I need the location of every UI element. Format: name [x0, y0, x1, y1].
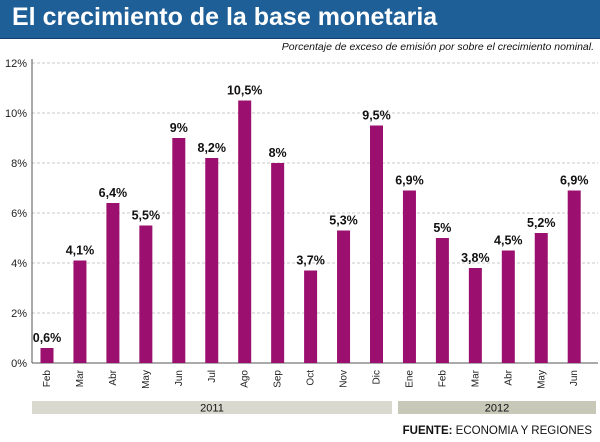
data-label: 9,5% [362, 109, 391, 123]
y-tick-label: 0% [11, 358, 27, 370]
x-tick-label: May [141, 370, 152, 389]
chart-title: El crecimiento de la base monetaria [12, 3, 438, 31]
year-label: 2012 [485, 403, 509, 415]
x-tick-label: Dic [372, 370, 383, 384]
x-tick-label: Ago [240, 370, 251, 388]
x-tick-label: Oct [306, 370, 317, 386]
bar [370, 125, 383, 363]
y-tick-label: 10% [5, 108, 27, 120]
bar [501, 250, 515, 363]
bar [73, 260, 87, 363]
source-note: FUENTE: ECONOMIA Y REGIONES [403, 425, 592, 437]
data-label: 0,6% [33, 331, 62, 345]
bar [304, 270, 318, 363]
year-band [32, 401, 392, 414]
data-label: 6,9% [560, 174, 589, 188]
chart-subtitle: Porcentaje de exceso de emisión por sobr… [281, 41, 594, 53]
x-tick-label: Mar [75, 369, 86, 387]
bar [205, 158, 219, 363]
bar [106, 203, 120, 363]
x-tick-label: Ene [404, 370, 415, 388]
y-tick-label: 4% [11, 258, 27, 270]
bar [534, 233, 548, 363]
x-tick-label: Jun [174, 370, 185, 386]
bar [40, 348, 54, 363]
data-label: 9% [170, 121, 188, 135]
data-label: 5,3% [329, 214, 358, 228]
data-label: 5% [433, 221, 451, 235]
data-label: 6,4% [99, 186, 128, 200]
x-tick-label: Jun [569, 370, 580, 386]
bar [271, 163, 285, 363]
data-label: 10,5% [227, 84, 262, 98]
data-label: 4,5% [494, 234, 523, 248]
x-tick-label: Mar [470, 369, 481, 387]
x-tick-label: Nov [339, 370, 350, 388]
bar [468, 268, 482, 363]
y-tick-label: 8% [11, 158, 27, 170]
x-tick-label: Abr [503, 369, 514, 385]
source-label: FUENTE: [402, 425, 453, 437]
bar [238, 100, 252, 363]
data-label: 4,1% [66, 244, 95, 258]
data-label: 6,9% [395, 174, 424, 188]
title-bar: El crecimiento de la base monetaria [0, 0, 600, 39]
data-label: 5,2% [527, 216, 556, 230]
x-tick-label: Feb [42, 370, 53, 388]
data-label: 8% [269, 146, 287, 160]
data-label: 5,5% [132, 209, 161, 223]
bar [402, 190, 416, 363]
bar [139, 225, 153, 363]
source-text: ECONOMIA Y REGIONES [455, 425, 592, 437]
year-label: 2011 [200, 403, 224, 415]
data-label: 3,8% [461, 251, 490, 265]
bar [435, 238, 449, 363]
y-tick-label: 2% [11, 308, 27, 320]
bar [567, 190, 581, 363]
y-tick-label: 12% [5, 58, 27, 70]
data-label: 8,2% [198, 141, 227, 155]
y-tick-label: 6% [11, 208, 27, 220]
x-tick-label: Feb [437, 370, 448, 388]
data-label: 3,7% [296, 254, 325, 268]
x-tick-label: Sep [273, 370, 284, 388]
bar [337, 230, 351, 363]
x-tick-label: Jul [207, 370, 218, 383]
x-tick-label: Abr [108, 369, 119, 385]
x-tick-label: May [536, 370, 547, 389]
bar [172, 138, 186, 363]
year-band [398, 401, 596, 414]
